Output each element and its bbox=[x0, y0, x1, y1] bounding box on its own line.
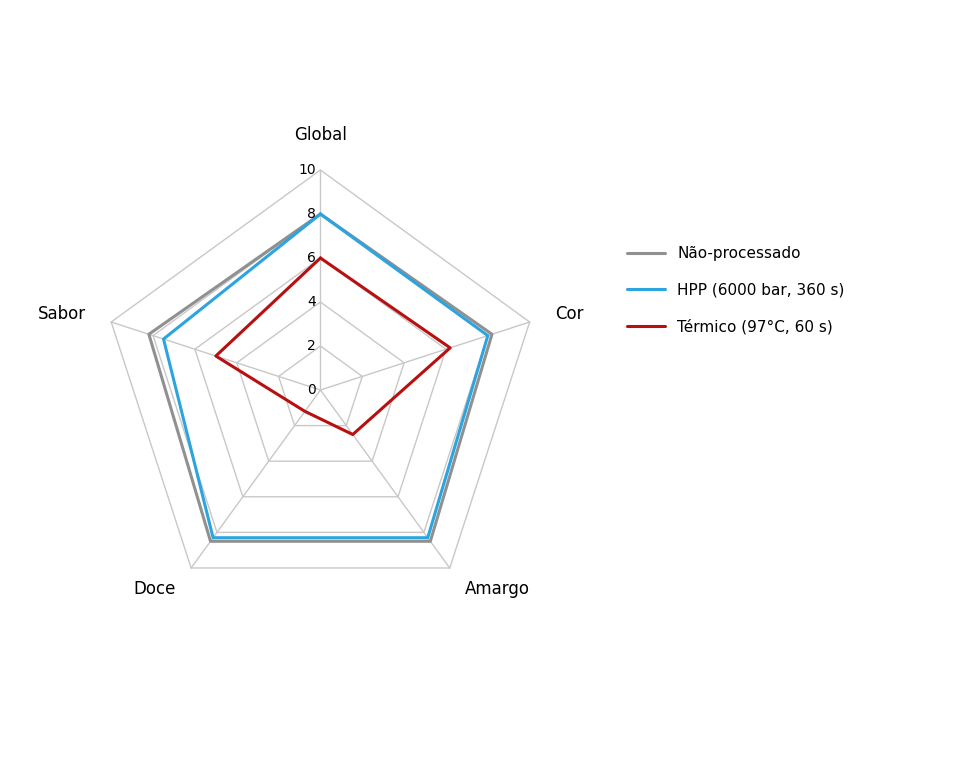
HPP (6000 bar, 360 s) bbox=[482, 331, 493, 340]
Térmico (97°C, 60 s) bbox=[315, 254, 326, 263]
Line: Térmico (97°C, 60 s): Térmico (97°C, 60 s) bbox=[216, 258, 451, 434]
Térmico (97°C, 60 s) bbox=[299, 406, 311, 416]
Text: Cor: Cor bbox=[554, 305, 584, 323]
Text: 8: 8 bbox=[307, 207, 316, 221]
Não-processado bbox=[143, 330, 154, 339]
Text: Global: Global bbox=[294, 126, 347, 144]
HPP (6000 bar, 360 s) bbox=[315, 209, 326, 218]
Text: 4: 4 bbox=[307, 295, 316, 309]
Não-processado bbox=[315, 209, 326, 218]
HPP (6000 bar, 360 s) bbox=[207, 533, 218, 542]
HPP (6000 bar, 360 s) bbox=[315, 209, 326, 218]
Não-processado bbox=[205, 537, 217, 546]
Text: Doce: Doce bbox=[133, 580, 176, 598]
Térmico (97°C, 60 s) bbox=[347, 430, 358, 439]
Line: Não-processado: Não-processado bbox=[149, 214, 492, 541]
Line: HPP (6000 bar, 360 s): HPP (6000 bar, 360 s) bbox=[163, 214, 487, 537]
HPP (6000 bar, 360 s) bbox=[157, 335, 169, 344]
Não-processado bbox=[315, 209, 326, 218]
Text: 6: 6 bbox=[307, 251, 316, 265]
Não-processado bbox=[424, 537, 436, 546]
Text: 2: 2 bbox=[307, 339, 316, 353]
Térmico (97°C, 60 s) bbox=[315, 254, 326, 263]
Text: 10: 10 bbox=[298, 163, 316, 177]
Térmico (97°C, 60 s) bbox=[210, 351, 221, 360]
Text: Amargo: Amargo bbox=[465, 580, 530, 598]
HPP (6000 bar, 360 s) bbox=[422, 533, 434, 542]
Legend: Não-processado, HPP (6000 bar, 360 s), Térmico (97°C, 60 s): Não-processado, HPP (6000 bar, 360 s), T… bbox=[620, 240, 851, 340]
Text: Sabor: Sabor bbox=[38, 305, 86, 323]
Térmico (97°C, 60 s) bbox=[445, 343, 456, 353]
Text: 0: 0 bbox=[307, 383, 316, 397]
Não-processado bbox=[486, 330, 498, 339]
